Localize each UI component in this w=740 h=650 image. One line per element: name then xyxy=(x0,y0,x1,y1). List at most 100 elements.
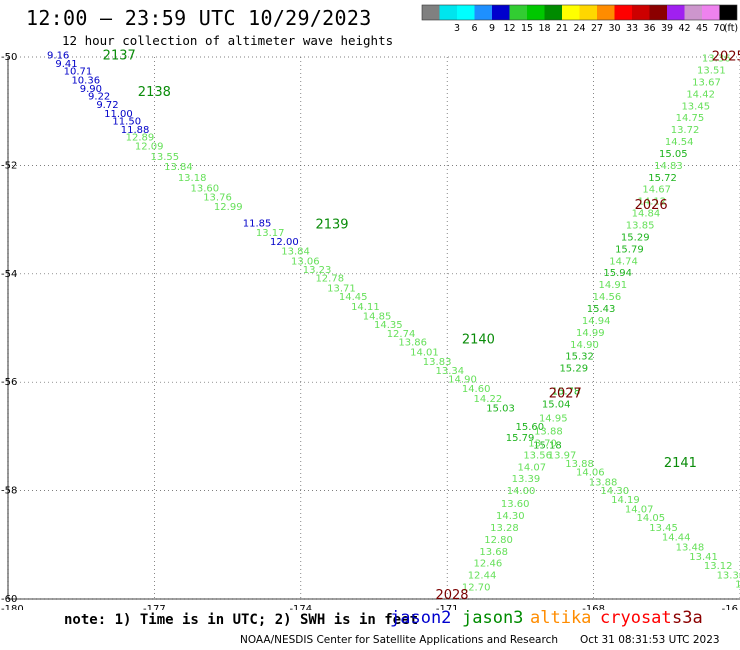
jason3-swh-value: 13.41 xyxy=(689,552,718,563)
colorbar-swatch xyxy=(597,5,615,20)
colorbar-tick-label: 30 xyxy=(608,23,620,34)
jason2-swh-value: 9.22 xyxy=(88,92,110,103)
jason2-swh-value: 9.16 xyxy=(47,50,69,61)
map-title: 12:00 — 23:59 UTC 10/29/2023 xyxy=(26,6,372,30)
jason3-swh-value: 13.72 xyxy=(671,125,700,136)
colorbar-frame xyxy=(421,4,738,21)
jason3-swh-value: 14.22 xyxy=(474,394,503,405)
jason2-swh-value: 9.72 xyxy=(96,100,118,111)
jason3-swh-value: 15.32 xyxy=(565,352,594,363)
altimeter-map: -50 -52 -54 -56 -58 -60-180 -177 -174 -171 -168 -1… xyxy=(1,48,740,610)
pass-number-label: 2025 xyxy=(712,49,740,64)
jason2-swh-value: 11.85 xyxy=(243,218,272,229)
jason3-swh-value: 12.74 xyxy=(387,329,416,340)
jason3-swh-value: 13.28 xyxy=(490,523,519,534)
jason3-swh-value: 15.03 xyxy=(486,404,515,415)
jason3-swh-value: 15.29 xyxy=(621,232,650,243)
jason3-swh-value: 14.44 xyxy=(662,533,691,544)
jason3-swh-value: 14.75 xyxy=(676,113,705,124)
pass-number-label: 2028 xyxy=(435,588,468,603)
pass-number-label: 2137 xyxy=(103,48,136,63)
jason3-swh-value: 13.45 xyxy=(681,101,710,112)
jason3-swh-value: 14.30 xyxy=(496,511,525,522)
footer-note: note: 1) Time is in UTC; 2) SWH is in fe… xyxy=(64,612,419,628)
jason3-swh-value: 14.60 xyxy=(462,384,491,395)
jason3-swh-value: 12.78 xyxy=(315,274,344,285)
jason3-swh-value: 15.94 xyxy=(603,268,632,279)
jason3-swh-value: 14.45 xyxy=(339,292,368,303)
colorbar-swatch xyxy=(667,5,685,20)
jason3-swh-value: 12.46 xyxy=(474,559,503,570)
jason3-swh-value: 13.23 xyxy=(303,265,332,276)
jason3-swh-value: 15.29 xyxy=(559,364,588,375)
jason3-swh-value: 13.17 xyxy=(256,228,285,239)
colorbar-swatch xyxy=(474,5,492,20)
jason3-swh-value: 13.97 xyxy=(548,450,577,461)
jason3-swh-value: 15.43 xyxy=(587,304,616,315)
jason3-swh-value: 14.84 xyxy=(632,209,661,220)
jason3-swh-value: 14.90 xyxy=(448,374,477,385)
colorbar-tick-label: 45 xyxy=(696,23,708,34)
jason3-swh-value: 13 xyxy=(735,579,740,590)
colorbar-swatch xyxy=(562,5,580,20)
jason3-swh-value: 14.67 xyxy=(642,185,671,196)
jason3-swh-value: 14.91 xyxy=(598,280,627,291)
colorbar-swatch xyxy=(509,5,527,20)
jason3-swh-value: 15.78 xyxy=(552,386,581,397)
jason2-swh-value: 10.71 xyxy=(64,67,93,78)
jason3-swh-value: 14.07 xyxy=(625,505,654,516)
footer-timestamp: Oct 31 08:31:53 UTC 2023 xyxy=(580,634,720,646)
jason3-swh-value: 13.84 xyxy=(164,162,193,173)
jason3-swh-value: 13.70 xyxy=(528,438,557,449)
jason3-swh-value: 13.60 xyxy=(501,499,530,510)
satellite-jason2: jason2 xyxy=(390,608,452,628)
jason3-swh-value: 13.67 xyxy=(692,77,721,88)
jason2-swh-value: 9.90 xyxy=(80,84,102,95)
jason3-swh-value: 12.89 xyxy=(126,133,155,144)
jason3-swh-value: 14.83 xyxy=(654,161,683,172)
jason3-swh-value: 13.18 xyxy=(178,173,207,184)
jason3-swh-value: 14.06 xyxy=(576,468,605,479)
wave-height-colorbar: 3 6 9 12 15 18 21 24 27 30 33 36 39 42 45 70(ft) xyxy=(421,4,738,34)
jason2-swh-value: 11.00 xyxy=(104,109,133,120)
jason3-swh-value: 14.94 xyxy=(582,316,611,327)
jason3-swh-value: 12.80 xyxy=(484,535,513,546)
jason3-swh-value: 13.85 xyxy=(626,221,655,232)
colorbar-tick-label: 70 xyxy=(713,23,725,34)
colorbar-tick-label: 36 xyxy=(643,23,655,34)
jason3-swh-value: 15.18 xyxy=(533,441,562,452)
jason3-swh-value: 13.51 xyxy=(697,66,726,77)
jason2-swh-value: 11.50 xyxy=(112,116,141,127)
jason3-swh-value: 14.05 xyxy=(637,513,666,524)
jason3-swh-value: 13.88 xyxy=(565,459,594,470)
colorbar-swatch xyxy=(527,5,545,20)
footer-credit: NOAA/NESDIS Center for Satellite Applica… xyxy=(240,634,558,646)
pass-number-label: 2140 xyxy=(462,332,495,347)
colorbar-tick-label: 9 xyxy=(489,23,495,34)
jason3-swh-value: 14.12 xyxy=(638,197,667,208)
jason3-swh-value: 13.55 xyxy=(150,152,179,163)
pass-number-label: 2138 xyxy=(138,85,171,100)
colorbar-swatch xyxy=(649,5,667,20)
lon-tick-label: -168 xyxy=(582,604,605,610)
jason3-swh-value: 15.72 xyxy=(648,173,677,184)
jason3-swh-value: 13.83 xyxy=(423,357,452,368)
jason3-swh-value: 14.85 xyxy=(363,312,392,323)
pass-number-label: 2027 xyxy=(549,387,582,402)
satellite-jason3: jason3 xyxy=(462,608,524,628)
jason3-swh-value: 14.19 xyxy=(611,495,640,506)
colorbar-tick-label: 15 xyxy=(521,23,533,34)
pass-number-label: 2139 xyxy=(315,217,348,232)
jason3-swh-value: 13.36 xyxy=(717,571,740,582)
colorbar-swatch xyxy=(684,5,702,20)
jason3-swh-value: 15.79 xyxy=(506,433,535,444)
jason3-swh-value: 13.71 xyxy=(327,283,356,294)
jason3-swh-value: 13.12 xyxy=(704,561,733,572)
jason3-swh-value: 14.99 xyxy=(576,328,605,339)
colorbar-tick-label: 33 xyxy=(626,23,638,34)
jason3-swh-value: 12.09 xyxy=(135,141,164,152)
jason3-swh-value: 14.42 xyxy=(686,89,715,100)
jason3-swh-value: 14.35 xyxy=(374,320,403,331)
colorbar-tick-label: 6 xyxy=(471,23,477,34)
colorbar-swatch xyxy=(457,5,475,20)
